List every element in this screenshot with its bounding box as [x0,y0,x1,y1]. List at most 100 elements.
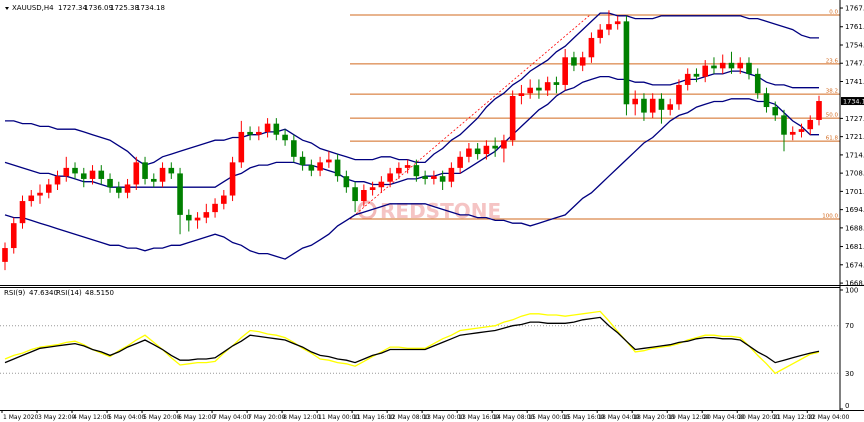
candle-body [614,21,621,25]
candle-body [466,148,472,157]
candle-body [544,82,551,91]
candle-body [168,167,175,174]
candle-body [588,37,595,58]
rsi14-name: RSI(14) [56,289,82,297]
candle-body [413,165,420,177]
candle-body [711,65,717,69]
candle-body [667,104,674,110]
candle-body [649,98,656,113]
bollinger-upper [5,12,819,166]
x-tick-label: 5 May 20:00 [143,414,181,421]
rsi-line [4,316,820,364]
candle-body [816,101,822,120]
candle-body [177,173,183,215]
x-tick-label: 12 May 08:00 [388,414,429,421]
x-tick-label: 5 May 04:00 [108,414,146,421]
candle-body [387,173,393,182]
header-arrow [5,7,9,10]
candle-body [579,57,586,66]
x-tick-label: 20 May 04:00 [703,414,744,421]
candle-body [509,96,516,141]
rsi-tick-label: 70 [845,322,854,330]
candle-body [763,93,770,108]
candle-body [553,82,560,85]
candle-body [422,176,428,179]
candle-body [632,98,638,105]
current-price: 1734.18 [843,98,864,106]
candle-body [571,57,577,66]
x-tick-label: 4 May 12:00 [73,414,111,421]
candle-body [2,248,8,262]
rsi9-value: 47.6340 [29,289,58,297]
y-tick-label: 1701.50 [845,188,864,196]
candle-body [317,162,323,171]
x-tick-label: 11 May 16:00 [353,414,394,421]
candle-body [142,162,148,179]
candle-body [133,162,140,185]
candle-body [431,176,437,179]
candle-body [728,62,735,69]
candle-body [308,165,315,171]
candle-body [124,184,131,193]
candle-body [63,167,70,177]
y-tick-label: 1694.90 [845,206,864,214]
candle-body [115,187,122,193]
candle-body [439,176,446,182]
symbol-title: XAUUSD,H4 [12,4,54,12]
candle-body [299,156,306,166]
candle-body [150,178,157,182]
candle-body [247,131,253,135]
candle-body [10,223,17,249]
x-tick-label: 15 May 16:00 [563,414,604,421]
candle-body [404,165,411,168]
candle-body [98,170,105,179]
candle-body [562,57,568,85]
candle-body [807,119,814,130]
candle-body [597,29,603,38]
chart-layer: REDSTONE1767.821761.051754.451747.851741… [0,5,864,421]
x-tick-label: 3 May 22:00 [38,414,76,421]
y-tick-label: 1767.82 [845,5,864,13]
candle-body [518,93,525,96]
candle-body [352,187,358,202]
candle-body [194,217,201,221]
x-tick-label: 6 May 12:00 [178,414,216,421]
y-tick-label: 1708.10 [845,170,864,178]
candle-body [798,129,805,132]
candle-body [754,73,761,94]
candle-body [772,107,779,116]
rsi14-value: 48.5150 [85,289,114,297]
candle-body [396,167,402,174]
rsi-tick-label: 100 [845,287,858,295]
candle-body [326,159,332,163]
candle-body [527,87,533,94]
candle-body [623,21,630,105]
x-tick-label: 1 May 2020 [3,414,38,421]
fib-label: 100.0 [822,214,838,220]
y-tick-label: 1721.30 [845,133,864,141]
candle-body [80,173,87,179]
x-tick-label: 20 May 20:00 [738,414,779,421]
candle-body [159,167,166,182]
header-low: 1725.38 [110,4,139,12]
candle-body [658,98,665,110]
candle-body [474,148,481,155]
candle-body [536,87,542,91]
header-high: 1736.09 [84,4,113,12]
candle-body [501,140,507,149]
candle-body [282,134,288,141]
candle-body [781,115,787,135]
candle-body [37,192,43,196]
candle-body [343,176,350,188]
x-tick-label: 7 May 20:00 [248,414,286,421]
y-tick-label: 1747.85 [845,60,864,68]
header-close: 1734.18 [136,4,165,12]
rsi9-name: RSI(9) [4,289,26,297]
candle-body [492,145,498,149]
y-tick-label: 1714.70 [845,151,864,159]
bollinger-lower [4,98,819,260]
candle-body [693,73,700,77]
candle-body [203,212,210,218]
header-open: 1727.34 [58,4,87,12]
x-tick-label: 13 May 16:00 [458,414,499,421]
